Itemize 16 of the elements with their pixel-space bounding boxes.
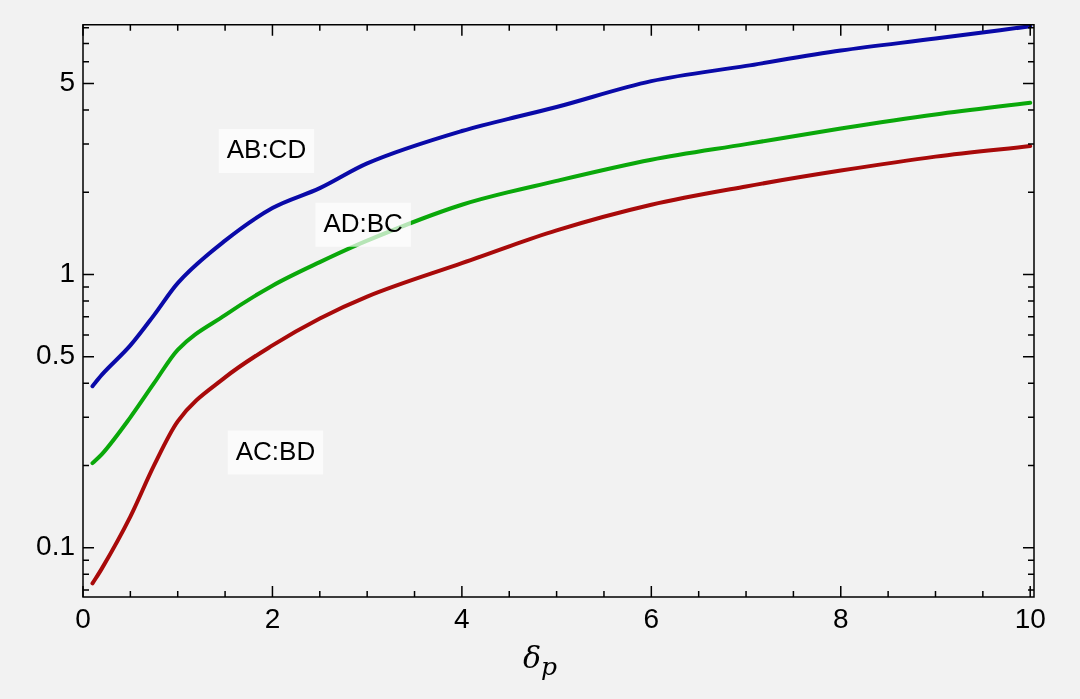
text: AC:BD <box>235 435 316 466</box>
x-tick-label: 2 <box>264 602 281 634</box>
line-series <box>90 24 1033 389</box>
x-tick-label: 4 <box>454 602 470 634</box>
series-label: AB:CD <box>226 134 307 165</box>
series-label: AD:BC <box>323 207 403 238</box>
x-tick-label: 8 <box>832 602 849 634</box>
y-tick-label: 1 <box>59 257 75 289</box>
y-tick-label: 0.1 <box>36 530 75 562</box>
line-series <box>90 100 1033 466</box>
x-axis-title: δ$_{p}$ <box>521 640 559 681</box>
y-tick-label: 0.5 <box>36 339 75 371</box>
x-tick-label: 0 <box>75 602 91 634</box>
y-tick-label: 5 <box>59 66 75 98</box>
x-tick-label: 10 <box>1014 602 1046 634</box>
x-tick-label: 6 <box>643 602 660 634</box>
